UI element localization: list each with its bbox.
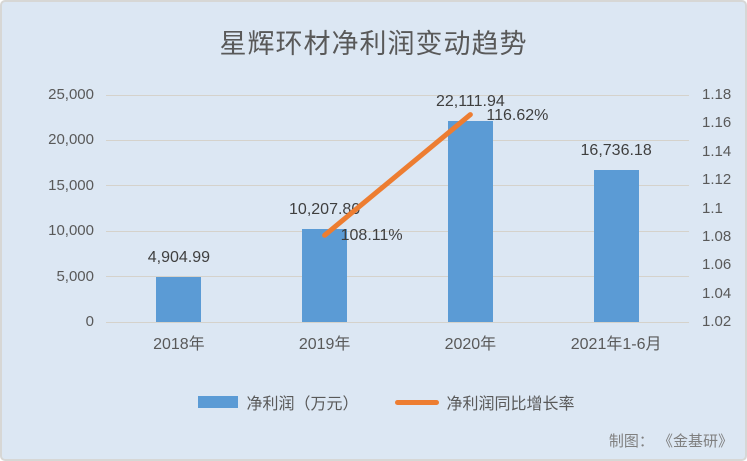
bar-2021年1-6月 <box>593 170 639 322</box>
line-value-label: 116.62% <box>486 106 549 124</box>
line-value-label: 108.11% <box>340 227 403 245</box>
bar-value-label: 16,736.18 <box>580 142 652 160</box>
left-axis-tick: 5,000 <box>56 267 94 285</box>
right-axis-tick: 1.1 <box>702 199 723 217</box>
bar-2018年 <box>156 277 202 322</box>
bar-2020年 <box>447 121 493 322</box>
right-axis-tick: 1.18 <box>702 86 732 103</box>
bar-series-swatch-icon <box>198 396 239 408</box>
bar-value-label: 4,904.99 <box>147 249 211 267</box>
gridline <box>106 321 689 323</box>
right-axis-tick: 1.16 <box>702 114 732 132</box>
legend-label-net-profit: 净利润（万元） <box>246 396 359 413</box>
right-axis-tick: 1.06 <box>702 256 732 274</box>
bar-value-label: 22,111.94 <box>435 93 505 111</box>
gridline <box>106 94 689 96</box>
right-axis-tick: 1.14 <box>702 142 732 160</box>
left-axis-tick: 15,000 <box>48 176 94 194</box>
right-axis-tick: 1.12 <box>702 171 732 189</box>
line-series-swatch-icon <box>394 399 439 405</box>
x-axis-label: 2018年 <box>153 336 205 353</box>
chart-title: 星辉环材净利润变动趋势 <box>219 29 528 59</box>
left-axis-tick: 10,000 <box>48 222 94 240</box>
left-axis-tick: 20,000 <box>48 131 94 149</box>
left-axis-tick: 0 <box>85 313 94 330</box>
x-axis-label: 2020年 <box>444 336 497 353</box>
left-axis-tick: 25,000 <box>48 86 94 103</box>
bar-value-label: 10,207.80 <box>289 201 361 219</box>
right-axis-tick: 1.04 <box>702 284 732 302</box>
x-axis-label: 2019年 <box>298 336 351 353</box>
bar-2019年 <box>302 229 348 322</box>
gridline <box>106 139 689 141</box>
legend-item-growth-rate: 净利润同比增长率 <box>394 390 575 414</box>
right-axis-tick: 1.08 <box>702 227 732 245</box>
legend-item-net-profit: 净利润（万元） <box>198 390 359 414</box>
source-credit: 制图： 《金基研》 <box>608 433 733 450</box>
legend-label-growth-rate: 净利润同比增长率 <box>446 396 575 413</box>
x-axis-label: 2021年1-6月 <box>570 336 662 353</box>
right-axis-tick: 1.02 <box>702 313 732 330</box>
gridline <box>106 276 689 278</box>
legend: 净利润（万元） 净利润同比增长率 <box>15 390 745 414</box>
